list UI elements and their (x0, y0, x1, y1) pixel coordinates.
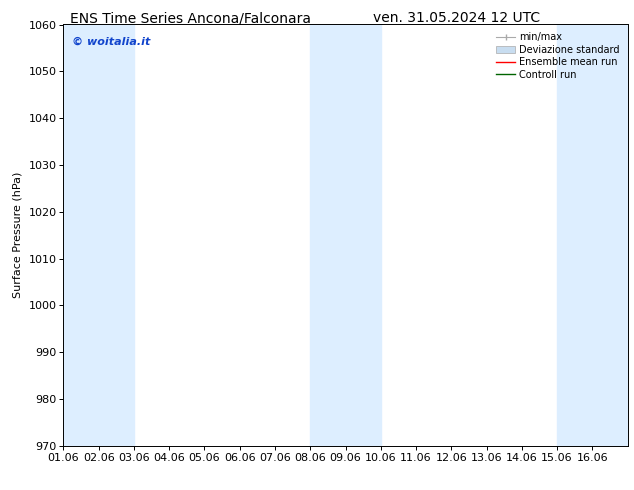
Y-axis label: Surface Pressure (hPa): Surface Pressure (hPa) (13, 172, 23, 298)
Text: ven. 31.05.2024 12 UTC: ven. 31.05.2024 12 UTC (373, 11, 540, 25)
Bar (557, 24, 628, 446)
Bar (310, 24, 381, 446)
Legend: min/max, Deviazione standard, Ensemble mean run, Controll run: min/max, Deviazione standard, Ensemble m… (493, 29, 623, 82)
Text: ENS Time Series Ancona/Falconara: ENS Time Series Ancona/Falconara (70, 11, 311, 25)
Bar (63, 24, 134, 446)
Text: © woitalia.it: © woitalia.it (72, 37, 150, 47)
